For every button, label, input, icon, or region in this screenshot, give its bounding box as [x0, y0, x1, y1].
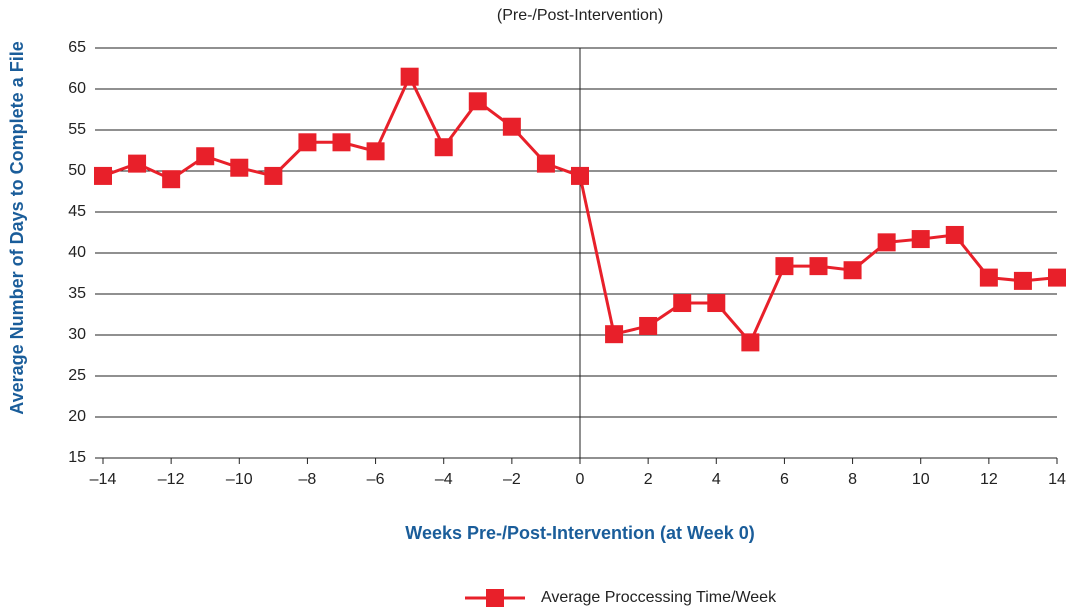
- x-axis-title: Weeks Pre-/Post-Intervention (at Week 0): [405, 523, 754, 543]
- y-tick-label: 20: [68, 408, 86, 425]
- marker: [843, 261, 862, 280]
- marker: [707, 294, 726, 313]
- marker: [502, 117, 521, 136]
- marker: [400, 67, 419, 86]
- y-axis-title: Average Number of Days to Complete a Fil…: [7, 41, 27, 414]
- marker: [434, 138, 453, 157]
- marker: [332, 133, 351, 152]
- y-tick-label: 25: [68, 367, 86, 384]
- marker: [639, 316, 658, 335]
- y-tick-label: 15: [68, 449, 86, 466]
- x-tick-label: 0: [576, 471, 585, 488]
- x-tick-label: –8: [299, 471, 317, 488]
- x-tick-label: –6: [367, 471, 385, 488]
- marker: [162, 170, 181, 189]
- x-tick-label: –2: [503, 471, 521, 488]
- y-tick-label: 45: [68, 203, 86, 220]
- marker: [571, 166, 589, 185]
- marker: [196, 147, 215, 166]
- marker: [1013, 271, 1032, 290]
- x-tick-label: –14: [90, 471, 117, 488]
- marker: [809, 257, 828, 276]
- marker: [468, 92, 487, 111]
- x-tick-label: 2: [644, 471, 653, 488]
- x-tick-label: 14: [1048, 471, 1066, 488]
- marker: [536, 154, 555, 173]
- marker: [945, 225, 964, 244]
- marker: [877, 233, 896, 252]
- marker: [128, 154, 147, 173]
- y-tick-label: 40: [68, 244, 86, 261]
- y-tick-label: 55: [68, 121, 86, 138]
- marker: [741, 333, 760, 352]
- legend-label: Average Proccessing Time/Week: [541, 589, 777, 606]
- x-tick-label: –10: [226, 471, 253, 488]
- x-tick-label: 12: [980, 471, 998, 488]
- x-tick-label: 8: [848, 471, 857, 488]
- x-tick-label: 10: [912, 471, 930, 488]
- y-tick-label: 65: [68, 39, 86, 56]
- marker: [673, 294, 692, 313]
- y-tick-label: 60: [68, 80, 86, 97]
- chart-title: (Pre-/Post-Intervention): [497, 7, 663, 24]
- marker: [1048, 268, 1066, 287]
- y-tick-label: 30: [68, 326, 86, 343]
- y-tick-label: 35: [68, 285, 86, 302]
- x-tick-label: 4: [712, 471, 721, 488]
- marker: [264, 166, 283, 185]
- marker: [979, 268, 998, 287]
- legend-marker: [486, 589, 504, 607]
- x-tick-label: –12: [158, 471, 185, 488]
- marker: [366, 142, 385, 161]
- marker: [94, 166, 112, 185]
- x-tick-label: 6: [780, 471, 789, 488]
- marker: [605, 325, 624, 344]
- marker: [230, 158, 249, 177]
- y-tick-label: 50: [68, 162, 86, 179]
- x-tick-label: –4: [435, 471, 453, 488]
- marker: [775, 257, 794, 276]
- marker: [911, 230, 930, 249]
- marker: [298, 133, 317, 152]
